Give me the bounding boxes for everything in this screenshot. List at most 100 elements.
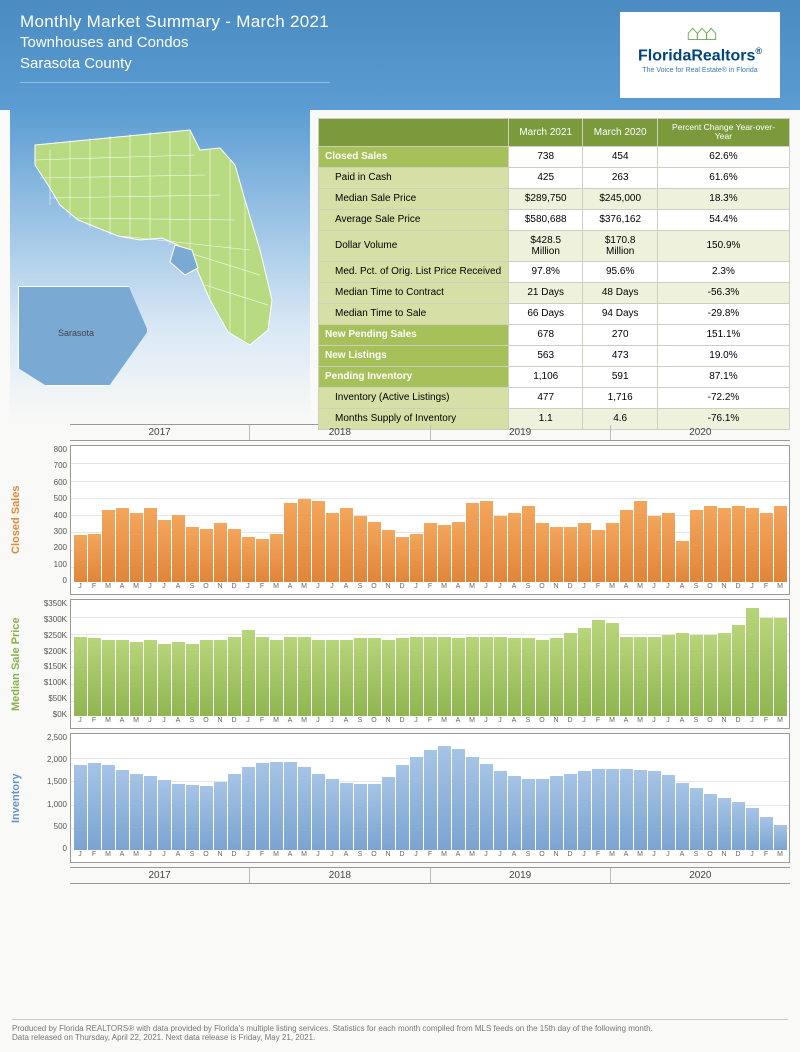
bar — [536, 640, 549, 716]
bar — [74, 535, 87, 582]
table-row: Median Sale Price $289,750 $245,000 18.3… — [319, 188, 790, 209]
bar — [522, 779, 535, 850]
bar — [424, 523, 437, 582]
bar — [662, 635, 675, 716]
bar — [382, 777, 395, 850]
month-tick: M — [269, 851, 283, 862]
bar — [718, 508, 731, 582]
cell: 477 — [509, 387, 583, 408]
row-label: Dollar Volume — [319, 230, 509, 261]
row-label: Closed Sales — [319, 146, 509, 167]
bar — [340, 640, 353, 716]
month-tick: J — [157, 583, 171, 594]
month-tick: J — [661, 851, 675, 862]
month-tick: D — [395, 851, 409, 862]
cell: 94 Days — [583, 303, 657, 324]
month-tick: O — [199, 717, 213, 728]
y-axis-ticks: 8007006005004003002001000 — [32, 445, 70, 595]
bar — [410, 637, 423, 716]
bar — [354, 638, 367, 716]
ytick: $50K — [32, 694, 67, 703]
cell: 151.1% — [657, 324, 789, 345]
cell: 678 — [509, 324, 583, 345]
footer-disclaimer: Produced by Florida REALTORS® with data … — [12, 1019, 788, 1042]
month-tick: J — [157, 717, 171, 728]
month-tick: F — [759, 851, 773, 862]
table-row: Med. Pct. of Orig. List Price Received 9… — [319, 261, 790, 282]
month-tick: M — [297, 583, 311, 594]
table-row: Median Time to Sale 66 Days 94 Days -29.… — [319, 303, 790, 324]
logo-tagline: The Voice for Real Estate® in Florida — [636, 67, 764, 74]
bar — [424, 750, 437, 850]
year-label: 2019 — [431, 868, 611, 883]
bar — [774, 506, 787, 582]
bar — [186, 527, 199, 582]
bar — [760, 513, 773, 582]
bar — [284, 637, 297, 716]
month-tick: S — [185, 717, 199, 728]
bar — [102, 510, 115, 582]
cell: 454 — [583, 146, 657, 167]
bar — [326, 779, 339, 850]
month-tick: A — [619, 851, 633, 862]
month-tick: D — [731, 717, 745, 728]
county-name: Sarasota County — [20, 55, 330, 72]
bar — [578, 523, 591, 582]
header-divider — [20, 82, 330, 83]
plot-area: JFMAMJJASONDJFMAMJJASONDJFMAMJJASONDJFMA… — [70, 599, 790, 729]
bar — [480, 637, 493, 716]
month-tick: M — [101, 717, 115, 728]
cell: 66 Days — [509, 303, 583, 324]
florida-map: Sarasota — [10, 110, 310, 420]
bar — [452, 522, 465, 582]
bar — [676, 541, 689, 582]
month-tick: A — [283, 583, 297, 594]
cell: $289,750 — [509, 188, 583, 209]
row-label: New Listings — [319, 345, 509, 366]
bar — [270, 762, 283, 850]
year-label: 2017 — [70, 868, 250, 883]
bar — [550, 776, 563, 850]
bar — [116, 770, 129, 850]
bar — [186, 644, 199, 716]
bar — [732, 802, 745, 850]
month-tick: D — [395, 717, 409, 728]
bar — [606, 523, 619, 582]
bar — [536, 779, 549, 850]
footer-line1: Produced by Florida REALTORS® with data … — [12, 1024, 788, 1033]
bar — [746, 508, 759, 582]
month-tick: F — [87, 717, 101, 728]
chart-inventory: Inventory2,5002,0001,5001,0005000JFMAMJJ… — [10, 733, 790, 863]
month-tick: J — [409, 583, 423, 594]
bar — [214, 523, 227, 582]
cell: $580,688 — [509, 209, 583, 230]
bar — [270, 640, 283, 716]
ytick: 500 — [32, 822, 67, 831]
bar — [550, 527, 563, 582]
bar — [592, 620, 605, 716]
bar — [228, 774, 241, 850]
month-tick: A — [283, 851, 297, 862]
bar — [634, 770, 647, 850]
cell: 1,716 — [583, 387, 657, 408]
table-row: Median Time to Contract 21 Days 48 Days … — [319, 282, 790, 303]
month-tick: J — [73, 851, 87, 862]
month-tick: M — [437, 717, 451, 728]
bar — [438, 637, 451, 716]
bar — [284, 762, 297, 850]
cell: 61.6% — [657, 167, 789, 188]
row-label: Med. Pct. of Orig. List Price Received — [319, 261, 509, 282]
month-tick: J — [143, 583, 157, 594]
bar — [158, 644, 171, 716]
house-icon: ⌂⌂⌂ — [636, 20, 764, 46]
month-tick: D — [227, 851, 241, 862]
bar — [690, 635, 703, 716]
month-tick: A — [171, 717, 185, 728]
month-tick: J — [493, 583, 507, 594]
bar — [410, 757, 423, 850]
bar — [144, 640, 157, 716]
month-tick: A — [507, 717, 521, 728]
row-label: Median Sale Price — [319, 188, 509, 209]
month-tick: M — [605, 851, 619, 862]
ytick: $350K — [32, 599, 67, 608]
